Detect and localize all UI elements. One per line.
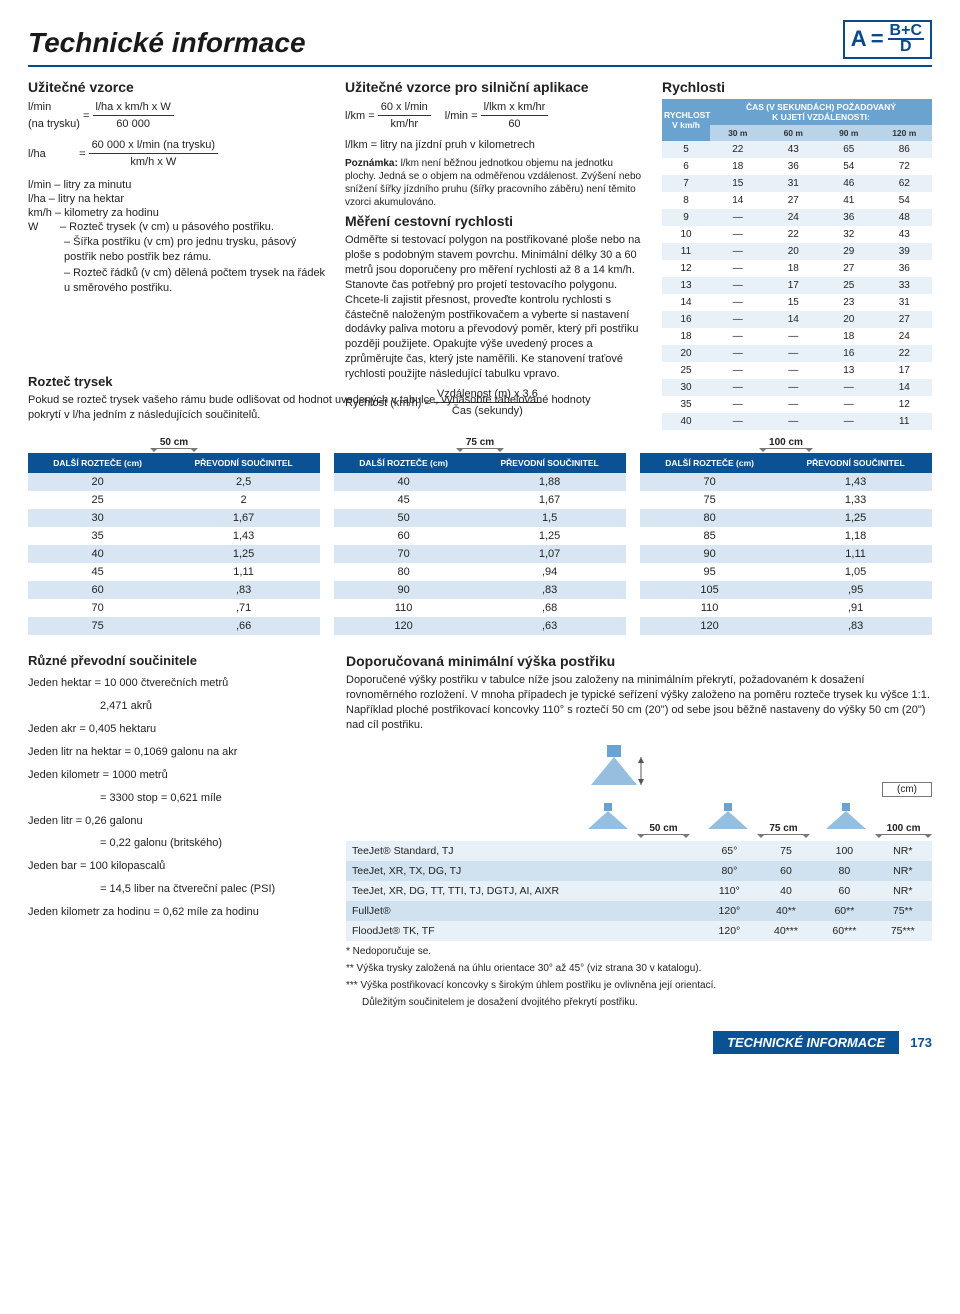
table-row: 751,33 <box>640 491 932 509</box>
spacing-table: DALŠÍ ROZTEČE (cm)PŘEVODNÍ SOUČINITEL202… <box>28 453 320 635</box>
table-row: 814274154 <box>662 192 932 209</box>
table-row: 14—152331 <box>662 294 932 311</box>
table-row: 90,83 <box>334 581 626 599</box>
spacing-label: 100 cm <box>763 437 809 449</box>
table-row: 451,67 <box>334 491 626 509</box>
table-row: 40———11 <box>662 413 932 430</box>
table-row: 202,5 <box>28 473 320 491</box>
nozzle-spray-icon <box>816 803 876 831</box>
table-row: TeeJet® Standard, TJ65°75100NR* <box>346 841 932 861</box>
height-column: Doporučovaná minimální výška postřiku Do… <box>346 653 932 1012</box>
spray-height-table: TeeJet® Standard, TJ65°75100NR*TeeJet, X… <box>346 841 932 941</box>
formula-logo: A= B+CD <box>843 20 932 59</box>
table-row: 25——1317 <box>662 362 932 379</box>
table-row: 401,88 <box>334 473 626 491</box>
table-row: 12—182736 <box>662 260 932 277</box>
speeds-heading: Rychlosti <box>662 79 932 95</box>
table-row: 105,95 <box>640 581 932 599</box>
table-row: 18——1824 <box>662 328 932 345</box>
table-row: FullJet®120°40**60**75** <box>346 901 932 921</box>
travel-speed-text: Odměřte si testovací polygon na postřiko… <box>345 233 644 381</box>
road-formulas-heading: Užitečné vzorce pro silniční aplikace <box>345 79 644 95</box>
table-row: 618365472 <box>662 158 932 175</box>
table-row: 110,91 <box>640 599 932 617</box>
spacing-label: 50 cm <box>154 437 194 449</box>
nozzle-spray-icon <box>698 803 758 831</box>
table-row: 70,71 <box>28 599 320 617</box>
column-road-formulas: Užitečné vzorce pro silniční aplikace l/… <box>345 79 644 430</box>
table-row: 80,94 <box>334 563 626 581</box>
table-row: 501,5 <box>334 509 626 527</box>
cm-label: (cm) <box>882 782 932 797</box>
page-footer: TECHNICKÉ INFORMACE 173 <box>28 1031 932 1054</box>
table-row: 60,83 <box>28 581 320 599</box>
table-row: 701,07 <box>334 545 626 563</box>
table-row: 110,68 <box>334 599 626 617</box>
footer-section-label: TECHNICKÉ INFORMACE <box>713 1031 899 1054</box>
table-row: 16—142027 <box>662 311 932 328</box>
table-row: 601,25 <box>334 527 626 545</box>
spacing-table-column: 75 cm DALŠÍ ROZTEČE (cm)PŘEVODNÍ SOUČINIT… <box>334 436 626 635</box>
table-row: TeeJet, XR, DG, TT, TTI, TJ, DGTJ, AI, A… <box>346 881 932 901</box>
travel-speed-heading: Měření cestovní rychlosti <box>345 213 644 229</box>
table-row: 10—223243 <box>662 226 932 243</box>
spacing-tables-row: 50 cm DALŠÍ ROZTEČE (cm)PŘEVODNÍ SOUČINIT… <box>28 436 932 635</box>
table-row: 252 <box>28 491 320 509</box>
spray-height-text: Doporučené výšky postřiku v tabulce níže… <box>346 673 932 732</box>
table-row: 401,25 <box>28 545 320 563</box>
table-row: 901,11 <box>640 545 932 563</box>
table-row: 351,43 <box>28 527 320 545</box>
table-row: 13—172533 <box>662 277 932 294</box>
table-row: 120,63 <box>334 617 626 635</box>
formula-lkm: l/km = 60 x l/minkm/hr l/min = l/lkm x k… <box>345 99 644 133</box>
footer-page-number: 173 <box>910 1035 932 1050</box>
spacing-table-column: 100 cm DALŠÍ ROZTEČE (cm)PŘEVODNÍ SOUČINI… <box>640 436 932 635</box>
spacing-table-column: 50 cm DALŠÍ ROZTEČE (cm)PŘEVODNÍ SOUČINIT… <box>28 436 320 635</box>
table-row: 9—243648 <box>662 209 932 226</box>
formula-llkm-def: l/lkm = litry na jízdní pruh v kilometre… <box>345 137 644 154</box>
nozzle-diagram-icon <box>579 743 649 793</box>
definitions-list: l/min – litry za minutu l/ha – litry na … <box>28 179 327 296</box>
spacing-table: DALŠÍ ROZTEČE (cm)PŘEVODNÍ SOUČINITEL701… <box>640 453 932 635</box>
table-row: FloodJet® TK, TF120°40***60***75*** <box>346 921 932 941</box>
table-row: 75,66 <box>28 617 320 635</box>
table-row: 301,67 <box>28 509 320 527</box>
useful-formulas-heading: Užitečné vzorce <box>28 79 327 95</box>
table-row: 701,43 <box>640 473 932 491</box>
table-row: 851,18 <box>640 527 932 545</box>
formula-lmin: l/min (na trysku) = l/ha x km/h x W60 00… <box>28 99 327 133</box>
spray-height-heading: Doporučovaná minimální výška postřiku <box>346 653 932 669</box>
speeds-table: RYCHLOSTV km/h ČAS (V SEKUNDÁCH) POŽADOV… <box>662 99 932 430</box>
table-row: 951,05 <box>640 563 932 581</box>
footnotes: * Nedoporučuje se. ** Výška trysky založ… <box>346 945 932 1009</box>
table-row: TeeJet, XR, TX, DG, TJ80°6080NR* <box>346 861 932 881</box>
table-row: 30———14 <box>662 379 932 396</box>
formula-lha: l/ha = 60 000 x l/min (na trysku)km/h x … <box>28 137 327 171</box>
page-title: Technické informace <box>28 27 306 59</box>
table-row: 120,83 <box>640 617 932 635</box>
table-row: 451,11 <box>28 563 320 581</box>
column-speeds: Rychlosti RYCHLOSTV km/h ČAS (V SEKUNDÁC… <box>662 79 932 430</box>
table-row: 35———12 <box>662 396 932 413</box>
note-text: Poznámka: l/km není běžnou jednotkou obj… <box>345 157 644 209</box>
table-row: 801,25 <box>640 509 932 527</box>
nozzle-spray-icon <box>578 803 638 831</box>
spacing-table: DALŠÍ ROZTEČE (cm)PŘEVODNÍ SOUČINITEL401… <box>334 453 626 635</box>
table-row: 20——1622 <box>662 345 932 362</box>
conversions-column: Různé převodní součinitele Jeden hektar … <box>28 653 328 1012</box>
table-row: 11—202939 <box>662 243 932 260</box>
conversions-heading: Různé převodní součinitele <box>28 653 328 668</box>
table-row: 715314662 <box>662 175 932 192</box>
spacing-label: 75 cm <box>460 437 500 449</box>
table-row: 522436586 <box>662 141 932 158</box>
